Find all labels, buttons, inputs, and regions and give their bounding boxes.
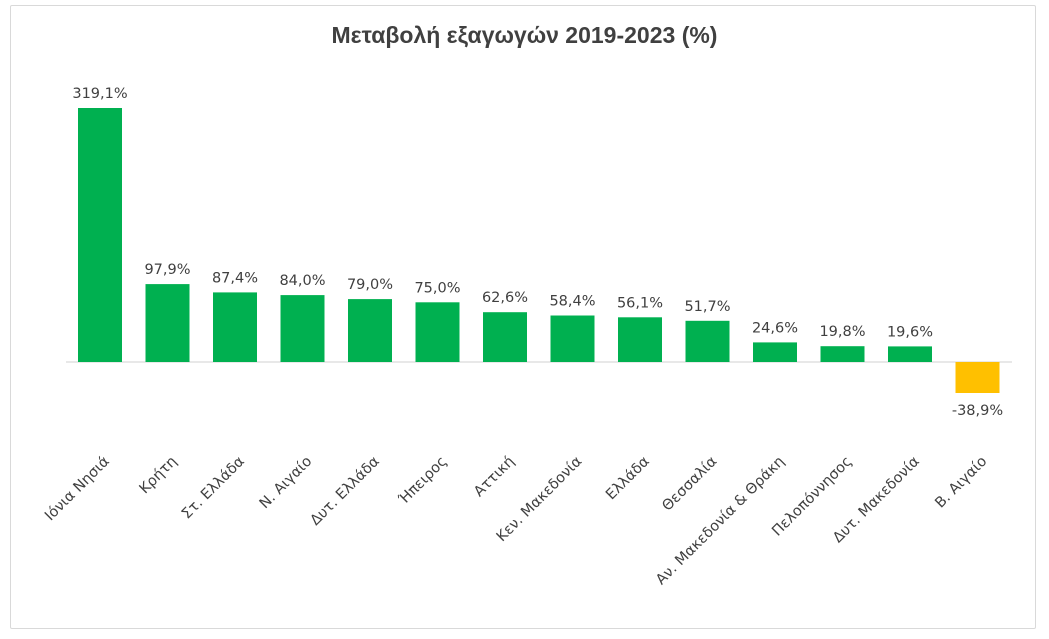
data-label: 56,1% <box>617 295 663 311</box>
category-label: Ελλάδα <box>603 454 653 504</box>
category-label: Ιόνια Νησιά <box>42 454 113 525</box>
category-label: Δυτ. Ελλάδα <box>307 454 382 529</box>
chart-title: Μεταβολή εξαγωγών 2019-2023 (%) <box>331 22 718 48</box>
bar <box>550 315 595 362</box>
category-label: Αττική <box>471 454 518 501</box>
category-label: Β. Αιγαίο <box>932 453 990 511</box>
bar <box>213 292 257 362</box>
data-label: 84,0% <box>279 273 325 289</box>
category-label: Αν. Μακεδονία & Θράκη <box>653 454 788 589</box>
category-label: Ν. Αιγαίο <box>257 453 316 512</box>
data-label: 75,0% <box>414 280 460 296</box>
bar <box>280 295 325 362</box>
category-label: Στ. Ελλάδα <box>179 454 248 523</box>
data-label: 58,4% <box>549 294 595 310</box>
data-label: 87,4% <box>212 270 258 286</box>
category-label: Κρήτη <box>137 454 181 498</box>
category-label: Θεσσαλία <box>659 454 720 515</box>
bar <box>618 317 662 362</box>
bar <box>348 299 392 362</box>
data-label: 19,8% <box>819 324 865 340</box>
category-label: Ήπειρος <box>395 454 450 509</box>
bar <box>888 346 932 362</box>
data-label: 51,7% <box>684 299 730 315</box>
data-label: 24,6% <box>752 320 798 336</box>
data-label: -38,9% <box>952 403 1003 419</box>
bar <box>483 312 527 362</box>
data-label: 79,0% <box>347 277 393 293</box>
data-label: 19,6% <box>887 324 933 340</box>
bar <box>78 108 122 362</box>
bar <box>685 320 730 362</box>
bar <box>145 284 190 362</box>
data-label: 97,9% <box>144 262 190 278</box>
bar <box>955 362 1000 393</box>
data-label: 319,1% <box>72 86 127 102</box>
data-label: 62,6% <box>482 290 528 306</box>
bar <box>415 302 460 362</box>
bar <box>753 342 797 362</box>
bar <box>820 346 865 362</box>
